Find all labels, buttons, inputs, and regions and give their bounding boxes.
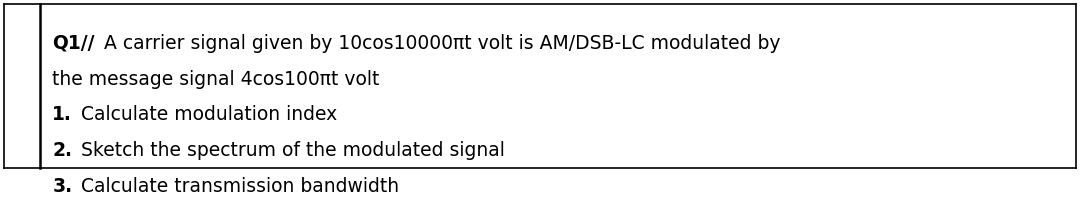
Text: the message signal 4cos100πt volt: the message signal 4cos100πt volt: [53, 70, 380, 89]
Text: Sketch the spectrum of the modulated signal: Sketch the spectrum of the modulated sig…: [81, 141, 505, 160]
Text: Calculate modulation index: Calculate modulation index: [81, 105, 338, 124]
Text: A carrier signal given by 10cos10000πt volt is AM/DSB-LC modulated by: A carrier signal given by 10cos10000πt v…: [104, 34, 781, 53]
Text: 1.: 1.: [53, 105, 72, 124]
Text: 3.: 3.: [53, 177, 72, 196]
Text: Q1//: Q1//: [53, 34, 95, 53]
Text: 2.: 2.: [53, 141, 72, 160]
Text: Calculate transmission bandwidth: Calculate transmission bandwidth: [81, 177, 400, 196]
